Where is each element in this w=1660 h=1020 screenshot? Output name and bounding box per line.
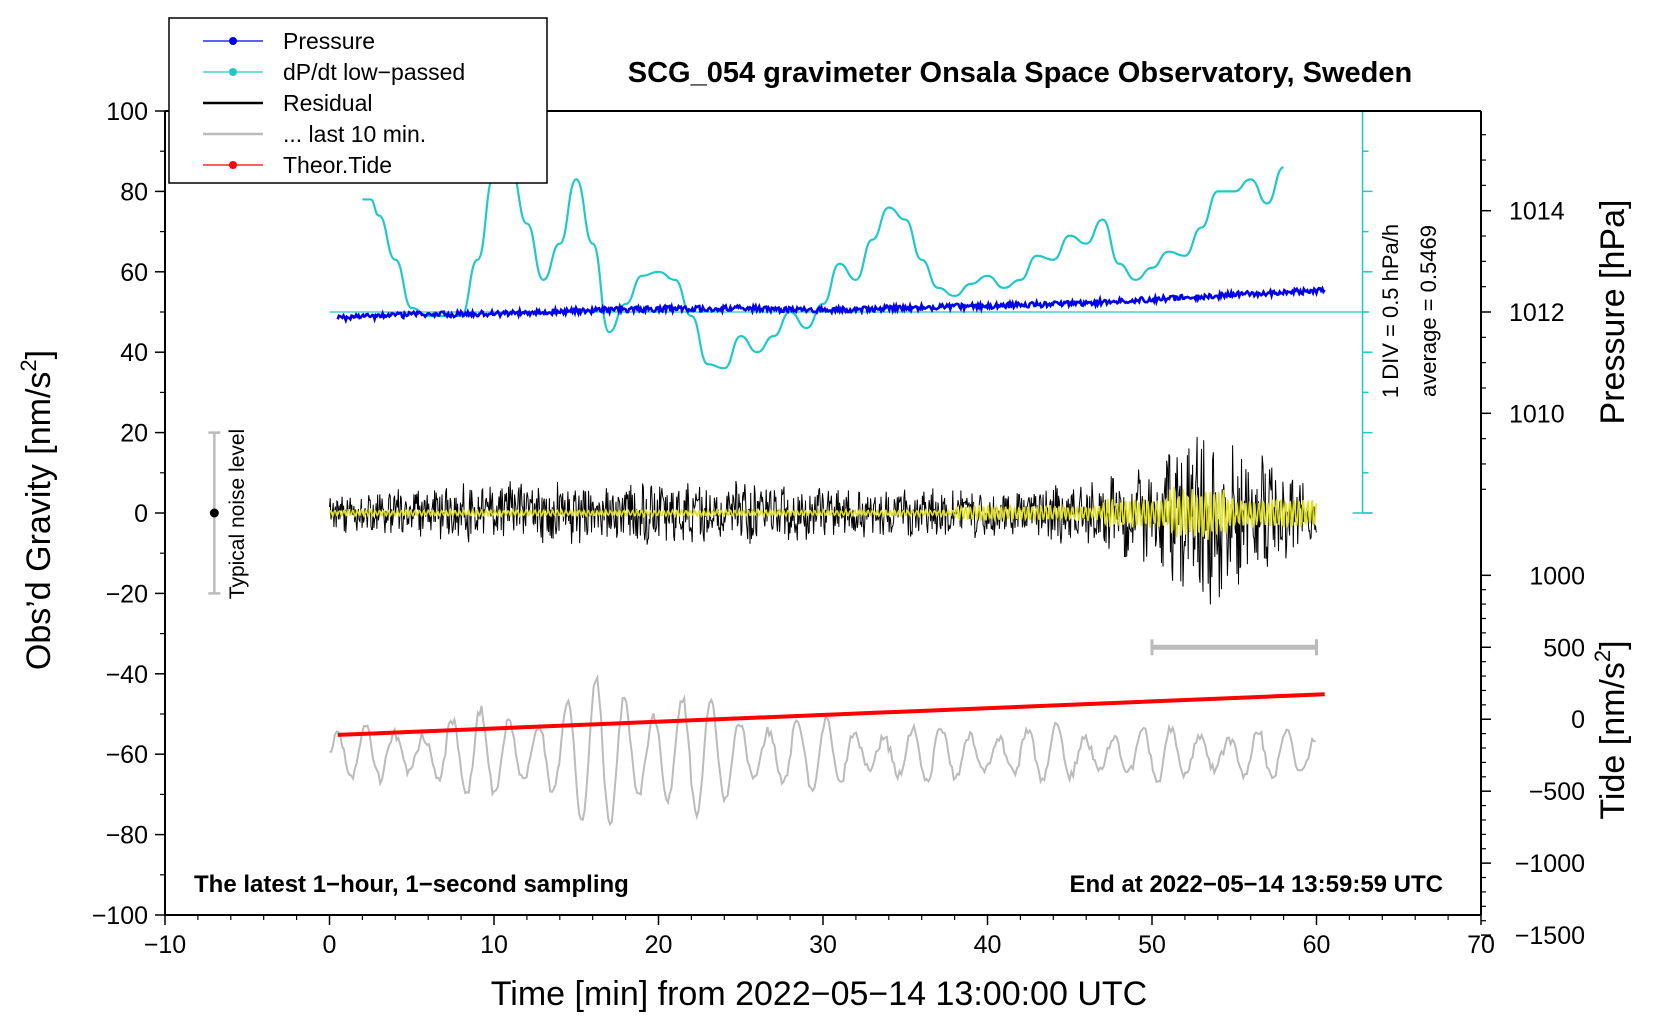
legend-marker: [229, 161, 237, 169]
x-tick-label: 10: [480, 931, 508, 959]
y-axis-title-close: ]: [20, 350, 58, 359]
pressure-tick-label: 1010: [1509, 400, 1565, 428]
end-time-note: End at 2022−05−14 13:59:59 UTC: [1069, 871, 1443, 898]
tide-tick-label: −1500: [1515, 922, 1585, 950]
plot-area: [208, 110, 1373, 827]
tide-axis-title: Tide [nm/s2]: [1590, 640, 1632, 819]
legend-label: Residual: [283, 90, 373, 116]
legend-label: Theor.Tide: [283, 152, 392, 178]
tide-line: [337, 692, 1325, 737]
residual-line: [329, 436, 1317, 605]
pressure-tick-label: 1014: [1509, 198, 1565, 226]
y-tick-label: 100: [106, 98, 148, 126]
legend-label: ... last 10 min.: [283, 121, 426, 147]
noise-center-dot: [209, 508, 219, 518]
dpdt-scale-label: 1 DIV = 0.5 hPa/h: [1378, 224, 1403, 398]
y-axis-title-sup: 2: [16, 359, 41, 371]
tide-axis-title-main: Tide [nm/s: [1594, 662, 1632, 819]
x-tick-label: −10: [144, 931, 186, 959]
legend-marker: [229, 68, 237, 76]
y-tick-label: −100: [92, 902, 148, 930]
noise-level-label: Typical noise level: [226, 429, 249, 599]
legend-marker: [229, 37, 237, 45]
legend-box: [168, 17, 548, 184]
x-tick-label: 0: [323, 931, 337, 959]
pressure-axis-title: Pressure [hPa]: [1594, 200, 1632, 425]
y-axis-title-main: Obs’d Gravity [nm/s: [20, 372, 58, 671]
pressure-tick-label: 1012: [1509, 299, 1565, 327]
x-tick-label: 60: [1303, 931, 1331, 959]
y-tick-label: −20: [106, 580, 148, 608]
filtered-residual-line: [328, 487, 1318, 540]
y-tick-label: 0: [134, 500, 148, 528]
dpdt-average-label: average = 0.5469: [1416, 225, 1441, 397]
tide-axis-title-sup: 2: [1590, 650, 1615, 662]
legend-entries: Pressure dP/dt low−passed Residual ... last…: [203, 28, 465, 178]
tide-tick-label: 500: [1543, 634, 1585, 662]
pressure-line: [336, 285, 1326, 325]
tide-tick-label: −1000: [1515, 850, 1585, 878]
y-tick-label: −60: [106, 741, 148, 769]
sampling-note: The latest 1−hour, 1−second sampling: [194, 871, 629, 898]
tide-tick-label: 1000: [1529, 562, 1585, 590]
last-10-min-line: [329, 674, 1316, 827]
legend-label: Pressure: [283, 28, 375, 54]
y-tick-label: 40: [120, 339, 148, 367]
y-tick-label: −80: [106, 822, 148, 850]
x-axis-title: Time [min] from 2022−05−14 13:00:00 UTC: [491, 975, 1147, 1013]
y-tick-label: 80: [120, 178, 148, 206]
legend: Pressure dP/dt low−passed Residual ... last…: [168, 17, 548, 184]
y-axis-title: Obs’d Gravity [nm/s2]: [16, 350, 58, 670]
x-tick-label: 50: [1138, 931, 1166, 959]
y-tick-label: −40: [106, 661, 148, 689]
tide-tick-label: 0: [1571, 706, 1585, 734]
x-tick-label: 40: [974, 931, 1002, 959]
legend-label: dP/dt low−passed: [283, 59, 465, 85]
tide-tick-label: −500: [1529, 778, 1585, 806]
chart-title: SCG_054 gravimeter Onsala Space Observat…: [628, 57, 1412, 89]
x-tick-label: 20: [645, 931, 673, 959]
axes: −10 0 10 20 30 40 50 60 70−100−80−60−40−20020406…: [92, 98, 1585, 959]
x-tick-label: 30: [809, 931, 837, 959]
tide-axis-title-close: ]: [1594, 640, 1632, 649]
y-tick-label: 20: [120, 420, 148, 448]
y-tick-label: 60: [120, 259, 148, 287]
